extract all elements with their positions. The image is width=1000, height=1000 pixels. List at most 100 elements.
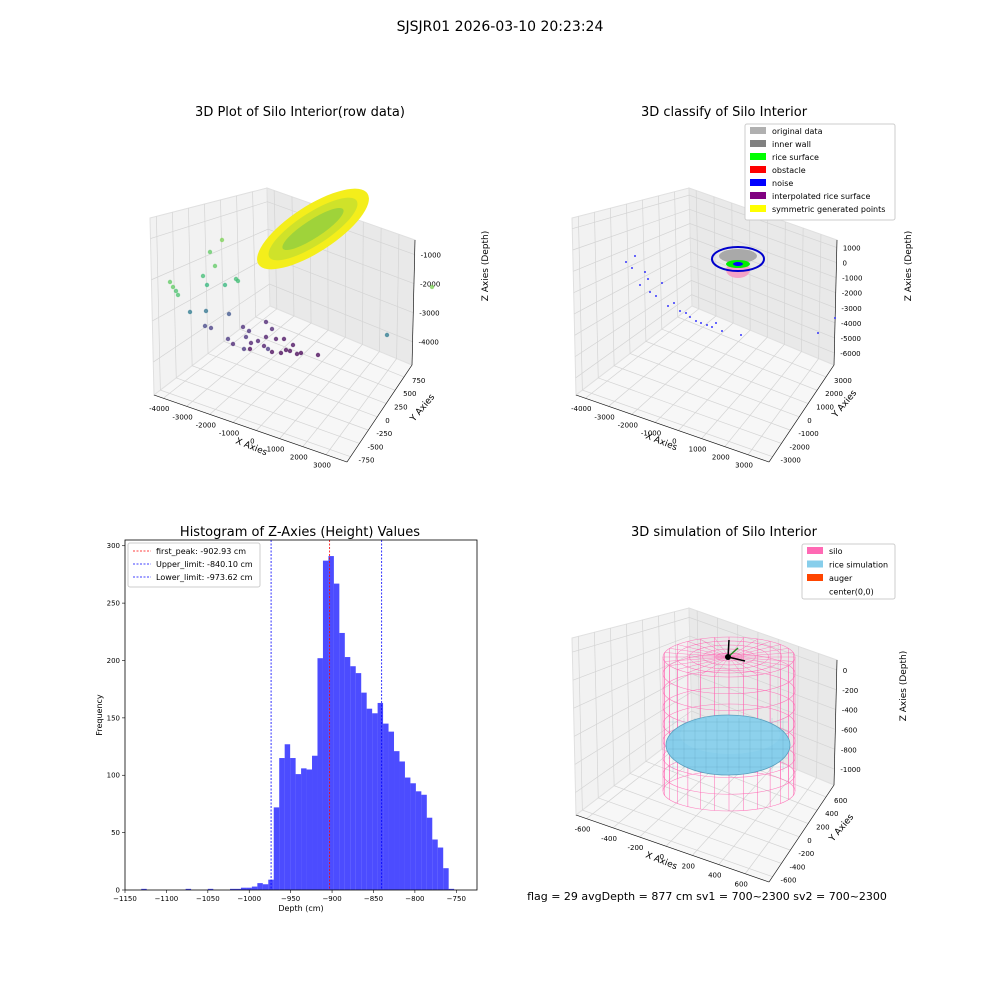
scatter-point [261, 343, 267, 349]
legend-label: noise [772, 179, 793, 188]
legend-label: rice surface [772, 153, 819, 162]
scatter-point [203, 308, 209, 314]
x-tick-label: -3000 [594, 413, 614, 421]
status-line: flag = 29 avgDepth = 877 cm sv1 = 700~23… [527, 890, 887, 903]
grid-line [151, 228, 415, 284]
histogram-bar [235, 888, 241, 890]
histogram-bar [410, 783, 416, 890]
histogram-bar [394, 751, 400, 890]
grid-line [658, 195, 818, 391]
y-tick-label: 250 [107, 600, 120, 608]
grid-line [747, 234, 822, 455]
grid-line [578, 216, 773, 458]
y-tick-label: -500 [367, 443, 383, 451]
scatter-point [429, 284, 435, 290]
scatter-point [269, 349, 275, 355]
silo-roof-spoke [669, 656, 730, 666]
legend-swatch [750, 140, 766, 147]
histogram-bar [339, 632, 345, 890]
histogram-bar [377, 702, 384, 890]
histogram-bar [355, 673, 362, 890]
y-tick-label: -1000 [798, 430, 818, 438]
scatter-point [230, 341, 236, 347]
scatter-point [263, 334, 269, 340]
raw-z-label: Z Axies (Depth) [481, 231, 491, 302]
grid-line [578, 636, 773, 878]
z-axis-line [411, 239, 416, 366]
scatter-point [204, 282, 210, 288]
x-tick-label: −950 [281, 895, 300, 903]
histogram-bar [207, 888, 214, 890]
scatter-point [269, 326, 275, 332]
noise-point [700, 322, 702, 324]
silo-roof-spoke [728, 648, 789, 658]
scatter-point [207, 249, 213, 255]
raw-z-ticks: -1000 -2000 -3000 -4000 [419, 252, 441, 347]
z-tick-label: -3000 [419, 310, 439, 318]
legend-swatch [750, 179, 766, 186]
silo-ring [662, 670, 796, 711]
histogram-bar [426, 817, 433, 890]
noise-point [711, 326, 713, 328]
x-tick-label: −1000 [237, 895, 261, 903]
x-tick-label: −1050 [196, 895, 220, 903]
legend-box [801, 543, 896, 600]
grid-line [626, 624, 800, 838]
classify-panes [571, 187, 838, 463]
y-tick-label: 50 [111, 829, 120, 837]
noise-point [661, 282, 663, 284]
legend-swatch [807, 547, 823, 554]
y-tick-label: 3000 [834, 377, 852, 385]
scatter-point [263, 319, 269, 325]
grid-line [610, 628, 791, 851]
grid-line [573, 223, 837, 278]
noise-point [695, 320, 697, 322]
grid-line [572, 616, 837, 671]
panel-classify-3d: 3D classify of Silo Interior -4000-3000-… [571, 105, 914, 470]
histogram-x-ticks: −1150 −1100 −1050 −1000 −950 −900 −850 −800 −750 [113, 890, 466, 903]
grid-line [594, 632, 782, 864]
panel-classify-title: 3D classify of Silo Interior [641, 105, 808, 120]
histogram-bar [366, 708, 373, 890]
grid-line [204, 204, 378, 418]
silo-roof-spoke [714, 656, 730, 677]
histogram-bar [295, 774, 302, 890]
histogram-bar [273, 807, 280, 890]
grid-line [608, 196, 717, 407]
scatter-point [278, 350, 284, 356]
classify-noise-ring [711, 246, 765, 272]
scatter-point [200, 273, 206, 279]
z-axis-line [833, 239, 838, 366]
classify-silo-ring [711, 246, 765, 278]
histogram-bar [383, 723, 389, 890]
legend-label: inner wall [772, 140, 811, 149]
histogram-bar [328, 556, 334, 890]
x-tick-label: -3000 [172, 413, 192, 421]
scatter-point [283, 347, 289, 353]
grid-line [572, 208, 837, 263]
y-tick-label: 300 [107, 542, 120, 550]
histogram-bar [246, 887, 252, 890]
silo-ring [662, 653, 796, 695]
z-tick-label: 1000 [843, 245, 861, 253]
histogram-bar [372, 713, 378, 890]
histogram-bar [432, 839, 438, 890]
histogram-bar [322, 560, 329, 890]
raw-x-ticks: -4000-3000 -2000-1000 0 1000 2000 3000 [149, 405, 331, 470]
scatter-point [212, 263, 218, 269]
simulation-legend: silo rice simulation auger center(0,0) [801, 543, 896, 600]
grid-line [594, 212, 782, 444]
silo-roof-spoke [664, 656, 730, 662]
x-tick-label: 3000 [313, 462, 331, 470]
noise-point [655, 295, 657, 297]
grid-line [153, 283, 413, 363]
legend-swatch [750, 166, 766, 173]
y-tick-label: -3000 [781, 457, 801, 465]
y-tick-label: 0 [385, 417, 389, 425]
scatter-point [287, 348, 293, 354]
histogram-vlines [270, 540, 383, 890]
legend-label: Lower_limit: -973.62 cm [156, 573, 253, 582]
grid-line [574, 265, 836, 336]
legend-label: symmetric generated points [772, 205, 885, 214]
legend-label: rice simulation [829, 561, 888, 570]
